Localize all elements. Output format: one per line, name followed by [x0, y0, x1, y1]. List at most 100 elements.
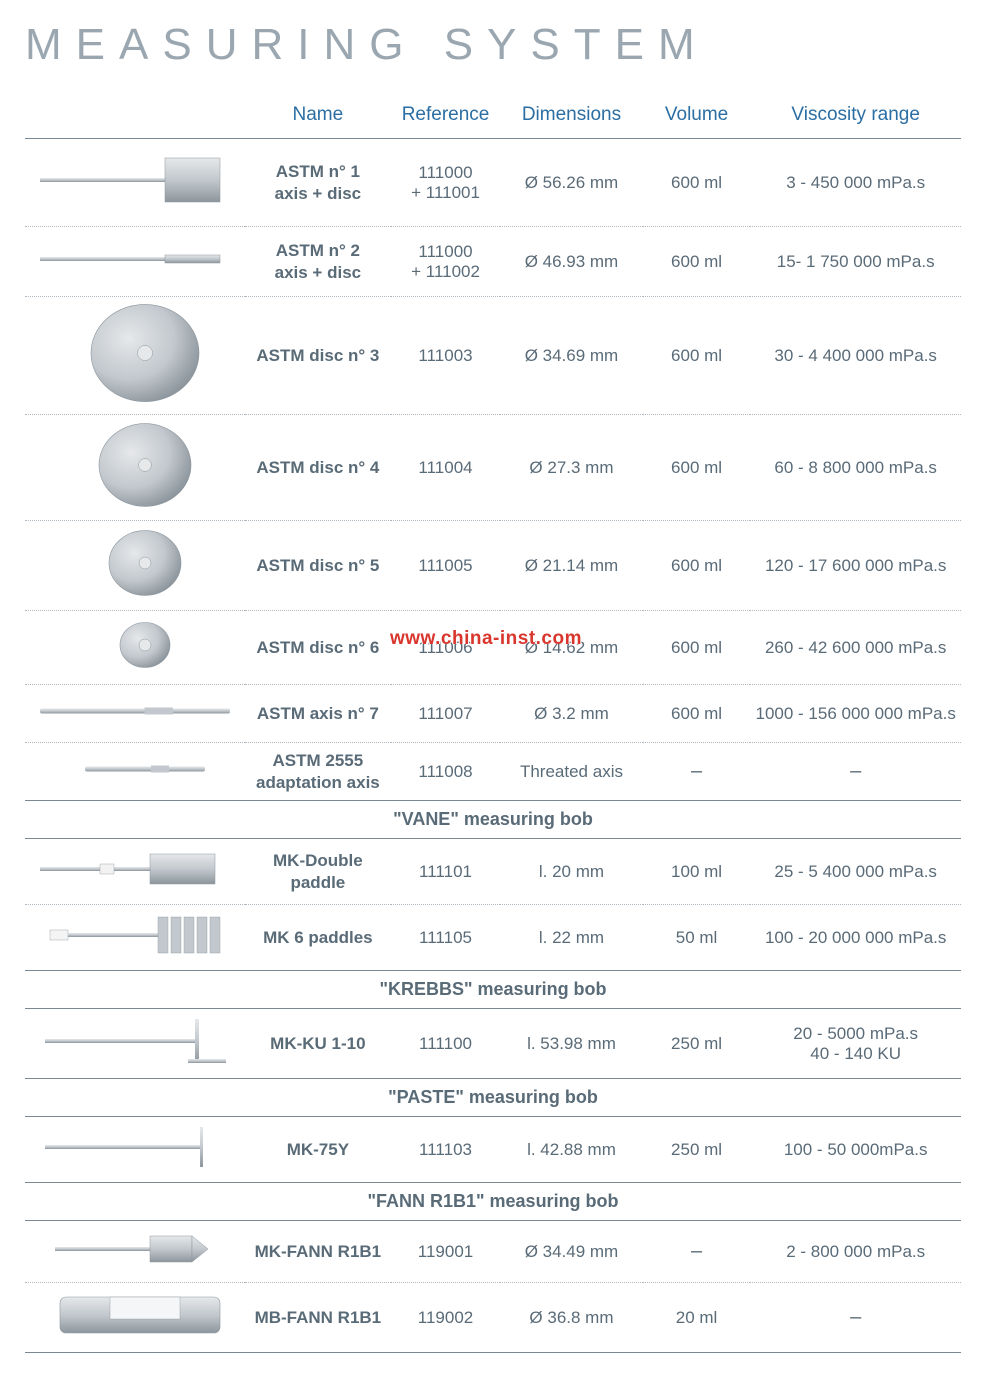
cell-dimensions: Ø 34.49 mm [500, 1221, 643, 1283]
table-row: ASTM disc n° 6 111006 Ø 14.62 mm 600 ml … [25, 611, 961, 685]
cell-dimensions: l. 22 mm [500, 905, 643, 971]
cell-volume: 600 ml [643, 685, 751, 743]
section-label: "VANE" measuring bob [25, 801, 961, 839]
cell-volume: 600 ml [643, 139, 751, 227]
cell-viscosity: 260 - 42 600 000 mPa.s [750, 611, 961, 685]
cell-viscosity: 20 - 5000 mPa.s40 - 140 KU [750, 1009, 961, 1079]
section-header: "VANE" measuring bob [25, 801, 961, 839]
cell-volume: – [643, 1221, 751, 1283]
cell-viscosity: 1000 - 156 000 000 mPa.s [750, 685, 961, 743]
cell-name: ASTM n° 2axis + disc [245, 227, 391, 297]
page-title: MEASURING SYSTEM [25, 20, 961, 70]
table-row: ASTM disc n° 5 111005 Ø 21.14 mm 600 ml … [25, 521, 961, 611]
table-row: ASTM disc n° 3 111003 Ø 34.69 mm 600 ml … [25, 297, 961, 415]
cell-viscosity: 2 - 800 000 mPa.s [750, 1221, 961, 1283]
instrument-image [25, 685, 245, 743]
cell-volume: 600 ml [643, 611, 751, 685]
cell-viscosity: – [750, 1283, 961, 1353]
instrument-image [25, 743, 245, 801]
col-header-dims: Dimensions [500, 94, 643, 139]
cell-dimensions: Ø 46.93 mm [500, 227, 643, 297]
cell-volume: 20 ml [643, 1283, 751, 1353]
section-header: "FANN R1B1" measuring bob [25, 1183, 961, 1221]
instrument-image [25, 905, 245, 971]
instrument-image [25, 415, 245, 521]
cell-viscosity: 100 - 50 000mPa.s [750, 1117, 961, 1183]
cell-name: MK 6 paddles [245, 905, 391, 971]
cell-volume: – [643, 743, 751, 801]
table-row: ASTM n° 2axis + disc 111000+ 111002 Ø 46… [25, 227, 961, 297]
cell-reference: 111004 [391, 415, 500, 521]
cell-volume: 600 ml [643, 297, 751, 415]
cell-reference: 111007 [391, 685, 500, 743]
cell-viscosity: – [750, 743, 961, 801]
cell-dimensions: l. 53.98 mm [500, 1009, 643, 1079]
cell-reference: 111103 [391, 1117, 500, 1183]
table-row: ASTM disc n° 4 111004 Ø 27.3 mm 600 ml 6… [25, 415, 961, 521]
table-row: MK-75Y 111103 l. 42.88 mm 250 ml 100 - 5… [25, 1117, 961, 1183]
col-header-name: Name [245, 94, 391, 139]
cell-name: ASTM disc n° 3 [245, 297, 391, 415]
instrument-image [25, 1009, 245, 1079]
instrument-image [25, 227, 245, 297]
section-label: "PASTE" measuring bob [25, 1079, 961, 1117]
cell-reference: 111100 [391, 1009, 500, 1079]
col-header-viscosity: Viscosity range [750, 94, 961, 139]
instrument-image [25, 1221, 245, 1283]
cell-dimensions: l. 42.88 mm [500, 1117, 643, 1183]
cell-volume: 600 ml [643, 521, 751, 611]
instrument-image [25, 611, 245, 685]
cell-name: ASTM disc n° 6 [245, 611, 391, 685]
cell-reference: 111003 [391, 297, 500, 415]
cell-reference: 119001 [391, 1221, 500, 1283]
cell-reference: 111101 [391, 839, 500, 905]
instrument-image [25, 139, 245, 227]
table-row: MK 6 paddles 111105 l. 22 mm 50 ml 100 -… [25, 905, 961, 971]
cell-viscosity: 3 - 450 000 mPa.s [750, 139, 961, 227]
cell-viscosity: 15- 1 750 000 mPa.s [750, 227, 961, 297]
cell-dimensions: Ø 56.26 mm [500, 139, 643, 227]
cell-dimensions: Ø 27.3 mm [500, 415, 643, 521]
cell-viscosity: 120 - 17 600 000 mPa.s [750, 521, 961, 611]
table-row: ASTM axis n° 7 111007 Ø 3.2 mm 600 ml 10… [25, 685, 961, 743]
cell-reference: 111005 [391, 521, 500, 611]
cell-volume: 50 ml [643, 905, 751, 971]
instrument-image [25, 839, 245, 905]
cell-reference: 119002 [391, 1283, 500, 1353]
measuring-system-table: Name Reference Dimensions Volume Viscosi… [25, 94, 961, 1353]
cell-viscosity: 100 - 20 000 000 mPa.s [750, 905, 961, 971]
cell-reference: 111006 [391, 611, 500, 685]
cell-dimensions: Ø 36.8 mm [500, 1283, 643, 1353]
table-row: MK-Doublepaddle 111101 l. 20 mm 100 ml 2… [25, 839, 961, 905]
cell-dimensions: l. 20 mm [500, 839, 643, 905]
section-header: "KREBBS" measuring bob [25, 971, 961, 1009]
col-header-reference: Reference [391, 94, 500, 139]
table-row: MB-FANN R1B1 119002 Ø 36.8 mm 20 ml – [25, 1283, 961, 1353]
cell-dimensions: Ø 14.62 mm [500, 611, 643, 685]
instrument-image [25, 297, 245, 415]
cell-dimensions: Ø 21.14 mm [500, 521, 643, 611]
cell-name: MK-KU 1-10 [245, 1009, 391, 1079]
section-label: "KREBBS" measuring bob [25, 971, 961, 1009]
col-header-volume: Volume [643, 94, 751, 139]
table-header-row: Name Reference Dimensions Volume Viscosi… [25, 94, 961, 139]
cell-name: ASTM axis n° 7 [245, 685, 391, 743]
instrument-image [25, 1283, 245, 1353]
cell-dimensions: Ø 3.2 mm [500, 685, 643, 743]
cell-name: ASTM 2555adaptation axis [245, 743, 391, 801]
cell-reference: 111000+ 111002 [391, 227, 500, 297]
cell-name: MK-Doublepaddle [245, 839, 391, 905]
cell-name: ASTM disc n° 5 [245, 521, 391, 611]
cell-volume: 600 ml [643, 227, 751, 297]
cell-viscosity: 25 - 5 400 000 mPa.s [750, 839, 961, 905]
section-header: "PASTE" measuring bob [25, 1079, 961, 1117]
cell-volume: 600 ml [643, 415, 751, 521]
cell-viscosity: 30 - 4 400 000 mPa.s [750, 297, 961, 415]
col-header-image [25, 94, 245, 139]
cell-name: ASTM n° 1axis + disc [245, 139, 391, 227]
section-label: "FANN R1B1" measuring bob [25, 1183, 961, 1221]
instrument-image [25, 1117, 245, 1183]
cell-name: MB-FANN R1B1 [245, 1283, 391, 1353]
cell-reference: 111008 [391, 743, 500, 801]
table-row: ASTM 2555adaptation axis 111008 Threated… [25, 743, 961, 801]
